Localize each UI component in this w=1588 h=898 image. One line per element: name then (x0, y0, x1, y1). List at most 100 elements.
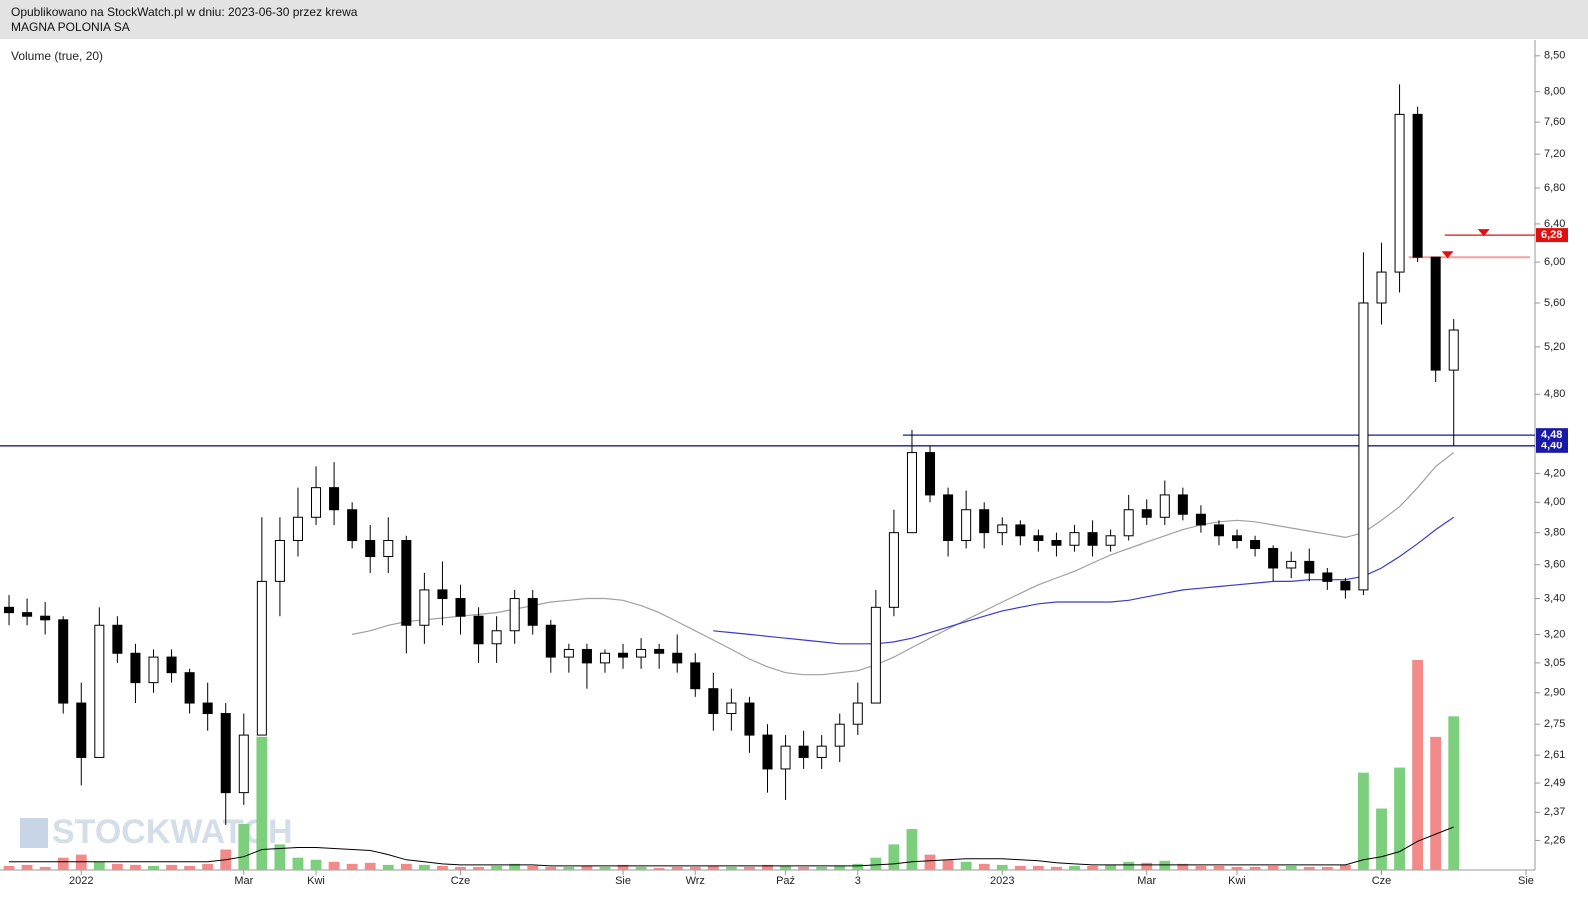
volume-bar (382, 864, 394, 870)
candle-body (672, 652, 683, 664)
y-tick-label: 6,40 (1544, 218, 1565, 230)
candle-body (311, 487, 322, 518)
volume-bar (1285, 865, 1297, 870)
candle-body (906, 452, 917, 534)
volume-bar (1123, 861, 1135, 870)
candle-body (22, 612, 33, 617)
candle-body (1376, 271, 1387, 304)
volume-bar (418, 864, 430, 870)
candle-body (816, 745, 827, 758)
volume-bar (328, 861, 340, 870)
volume-bar (509, 863, 521, 870)
volume-bar (707, 865, 719, 870)
volume-bar (780, 865, 791, 870)
volume-bar (1014, 865, 1026, 870)
candle-body (618, 652, 629, 658)
candle-body (1123, 509, 1134, 537)
candle-body (365, 540, 376, 558)
candle-body (166, 656, 177, 674)
volume-bar (978, 863, 990, 870)
x-tick-label: Mar (1137, 875, 1156, 887)
y-tick-label: 3,05 (1544, 657, 1565, 669)
y-tick-label: 2,75 (1544, 718, 1565, 730)
candle-body (545, 624, 556, 658)
volume-bar (1087, 865, 1098, 870)
y-tick-label: 6,80 (1544, 182, 1565, 194)
level-marker (1477, 229, 1490, 237)
volume-bar (653, 867, 665, 870)
volume-bar (473, 866, 484, 870)
candle-body (437, 589, 448, 600)
volume-bar (1448, 716, 1460, 870)
candle-body (1141, 509, 1152, 518)
x-tick-label: Kwi (307, 875, 325, 887)
candle-body (654, 648, 665, 654)
candle-body (1232, 535, 1243, 542)
volume-bar (364, 862, 376, 870)
y-tick-label: 7,20 (1544, 148, 1565, 160)
volume-bar (400, 863, 412, 870)
candle-body (455, 598, 466, 617)
volume-bar (1069, 865, 1080, 870)
volume-bar (635, 866, 647, 870)
candle-body (383, 540, 394, 558)
volume-bar (39, 866, 51, 870)
candle-body (1322, 572, 1333, 582)
candle-body (1448, 329, 1459, 371)
volume-bar (834, 865, 846, 870)
candle-body (1087, 532, 1098, 546)
candle-body (347, 509, 358, 542)
y-tick-label: 8,50 (1544, 50, 1565, 62)
volume-bar (545, 866, 557, 870)
candle-body (202, 702, 213, 715)
candle-body (1213, 524, 1224, 537)
x-tick-label: 2023 (990, 875, 1014, 887)
candle-body (1015, 524, 1026, 537)
x-tick-label: 2022 (69, 875, 93, 887)
volume-bar (202, 863, 214, 870)
volume-bar (455, 866, 466, 870)
volume-bar (689, 866, 701, 870)
volume-bar (1303, 866, 1315, 870)
candle-body (1340, 580, 1351, 591)
candle-body (943, 494, 954, 542)
level-label: 4,48 (1541, 429, 1562, 441)
volume-bar (1394, 767, 1405, 870)
level-label: 4,40 (1541, 440, 1562, 452)
candle-body (1033, 535, 1044, 542)
volume-bar (671, 866, 683, 870)
volume-bar (1430, 736, 1442, 870)
candle-body (744, 702, 755, 736)
volume-bar (148, 865, 159, 870)
volume-bar (1231, 866, 1243, 870)
volume-bar (1195, 865, 1207, 870)
volume-bar (93, 861, 105, 870)
volume-bar (1032, 865, 1044, 870)
level-label-box (1536, 428, 1568, 443)
y-tick-label: 3,60 (1544, 559, 1565, 571)
volume-bar (1249, 866, 1261, 870)
volume-bar (274, 844, 286, 870)
candle-body (473, 615, 484, 645)
candle-body (40, 615, 51, 621)
y-tick-label: 2,90 (1544, 687, 1565, 699)
instrument-name: MAGNA POLONIA SA (11, 20, 130, 34)
volume-bar (1051, 866, 1062, 870)
volume-bar (1412, 660, 1424, 870)
volume-bar (906, 829, 918, 870)
watermark-icon (20, 818, 48, 848)
y-tick-label: 2,49 (1544, 777, 1565, 789)
volume-bar (111, 863, 123, 870)
y-tick-label: 2,37 (1544, 806, 1565, 818)
candle-body (112, 624, 123, 654)
candle-body (256, 580, 267, 736)
volume-bar (942, 859, 954, 870)
x-tick-label: Sie (1518, 875, 1534, 887)
volume-bar (346, 863, 358, 870)
level-label: 6,28 (1541, 229, 1562, 241)
candle-body (509, 598, 520, 632)
level-label-box (1536, 438, 1568, 453)
y-tick-label: 3,40 (1544, 592, 1565, 604)
